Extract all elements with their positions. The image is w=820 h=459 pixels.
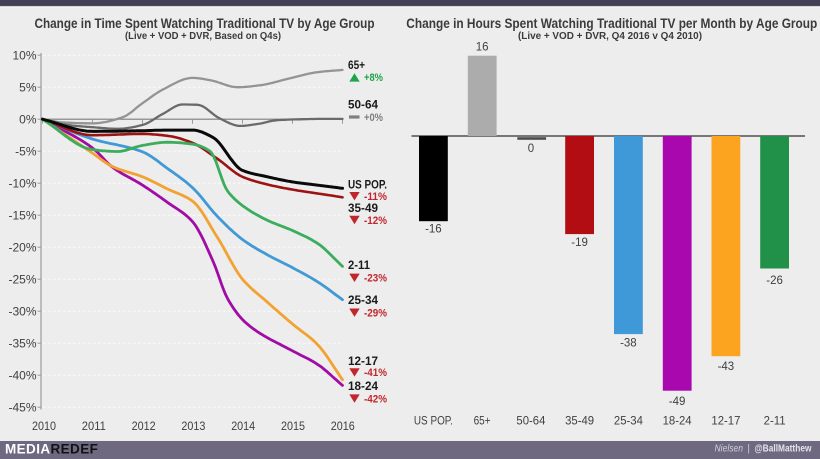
svg-text:-49: -49 — [669, 396, 686, 408]
svg-text:2016: 2016 — [331, 419, 355, 433]
svg-text:-29%: -29% — [364, 308, 387, 320]
svg-text:Change in Time Spent Watching: Change in Time Spent Watching Traditiona… — [35, 16, 375, 31]
svg-text:-45%: -45% — [8, 400, 36, 414]
svg-text:2014: 2014 — [231, 419, 255, 433]
svg-text:2010: 2010 — [32, 419, 56, 433]
svg-text:16: 16 — [476, 41, 489, 53]
svg-text:18-24: 18-24 — [663, 416, 693, 428]
svg-text:2-11: 2-11 — [764, 416, 786, 428]
svg-text:-42%: -42% — [364, 393, 387, 405]
svg-text:50-64: 50-64 — [348, 99, 379, 111]
svg-text:0: 0 — [528, 143, 534, 155]
svg-text:5%: 5% — [19, 80, 37, 94]
svg-text:-5%: -5% — [15, 144, 37, 158]
svg-text:25-34: 25-34 — [614, 416, 644, 428]
svg-text:|: | — [747, 444, 750, 455]
svg-text:2012: 2012 — [132, 419, 156, 433]
svg-text:-35%: -35% — [8, 336, 36, 350]
svg-text:-25%: -25% — [8, 272, 36, 286]
svg-text:2-11: 2-11 — [348, 260, 371, 272]
svg-text:-15%: -15% — [8, 208, 36, 222]
svg-text:2015: 2015 — [281, 419, 305, 433]
svg-text:US POP.: US POP. — [348, 179, 387, 191]
svg-text:2011: 2011 — [82, 419, 106, 433]
svg-text:-43: -43 — [718, 361, 735, 373]
svg-text:@BallMatthew: @BallMatthew — [755, 444, 812, 455]
svg-text:-38: -38 — [620, 338, 637, 350]
svg-text:Change in Hours Spent Watching: Change in Hours Spent Watching Tradition… — [406, 16, 817, 31]
svg-text:65+: 65+ — [348, 60, 365, 72]
svg-text:+0%: +0% — [364, 112, 383, 124]
svg-text:65+: 65+ — [474, 416, 491, 428]
svg-text:-41%: -41% — [364, 367, 387, 379]
svg-text:35-49: 35-49 — [348, 203, 378, 215]
svg-text:(Live + VOD + DVR, Based on Q4: (Live + VOD + DVR, Based on Q4s) — [125, 30, 281, 42]
svg-text:-30%: -30% — [8, 304, 36, 318]
svg-text:0%: 0% — [19, 112, 37, 126]
svg-text:-10%: -10% — [8, 176, 36, 190]
svg-text:-19: -19 — [571, 237, 588, 249]
svg-text:-26: -26 — [766, 275, 783, 287]
svg-text:12-17: 12-17 — [348, 356, 378, 368]
svg-text:MEDIAREDEF: MEDIAREDEF — [5, 442, 98, 457]
svg-text:50-64: 50-64 — [516, 416, 546, 428]
svg-text:-40%: -40% — [8, 368, 36, 382]
svg-text:10%: 10% — [12, 48, 36, 62]
svg-text:-16: -16 — [425, 224, 442, 236]
svg-text:+8%: +8% — [364, 72, 383, 84]
svg-text:-12%: -12% — [364, 215, 387, 227]
svg-text:2013: 2013 — [181, 419, 205, 433]
svg-text:35-49: 35-49 — [565, 416, 594, 428]
svg-text:-23%: -23% — [364, 273, 387, 285]
svg-text:-20%: -20% — [8, 240, 36, 254]
svg-text:25-34: 25-34 — [348, 295, 379, 307]
svg-text:18-24: 18-24 — [348, 381, 379, 393]
svg-text:(Live + VOD + DVR, Q4 2016 v Q: (Live + VOD + DVR, Q4 2016 v Q4 2010) — [518, 30, 702, 42]
svg-text:-11%: -11% — [364, 191, 387, 203]
svg-text:12-17: 12-17 — [711, 416, 740, 428]
svg-text:US POP.: US POP. — [414, 416, 453, 428]
svg-text:Nielsen: Nielsen — [715, 444, 744, 455]
